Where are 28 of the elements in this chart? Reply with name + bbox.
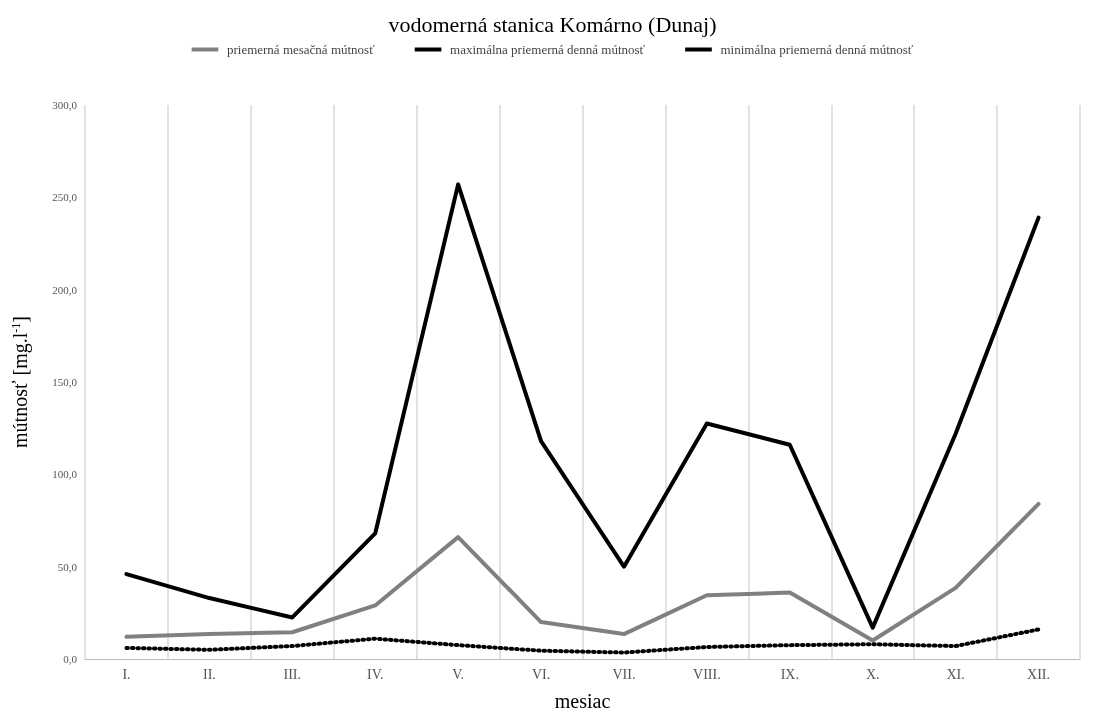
x-tick-label: V. xyxy=(452,666,465,682)
y-tick-label: 0,0 xyxy=(63,653,78,665)
x-tick-label: I. xyxy=(122,666,131,682)
x-tick-label: X. xyxy=(865,666,880,682)
x-tick-label: III. xyxy=(283,666,302,682)
x-tick-label: VII. xyxy=(612,666,636,682)
y-axis-title: mútnosť [mg.l-1] xyxy=(9,316,32,448)
legend-label: maximálna priemerná denná mútnosť xyxy=(450,42,646,57)
y-tick-label: 50,0 xyxy=(57,560,78,573)
y-tick-label: 100,0 xyxy=(52,468,78,481)
line-series xyxy=(124,182,1041,630)
y-tick-label: 200,0 xyxy=(52,283,78,296)
x-tick-label: IV. xyxy=(366,666,384,682)
line-series xyxy=(124,627,1041,655)
y-tick-label: 150,0 xyxy=(52,376,78,388)
x-axis-title: mesiac xyxy=(554,690,611,712)
x-tick-label: XI. xyxy=(946,666,965,682)
line-series xyxy=(124,501,1041,643)
y-tick-label: 250,0 xyxy=(52,191,78,204)
legend-label: priemerná mesačná mútnosť xyxy=(226,42,376,57)
x-tick-label: II. xyxy=(202,666,216,682)
x-tick-label: VI. xyxy=(531,666,551,682)
x-tick-label: XII. xyxy=(1027,666,1051,682)
x-tick-label: VIII. xyxy=(693,666,721,682)
chart-title: vodomerná stanica Komárno (Dunaj) xyxy=(388,11,717,37)
y-tick-label: 300,0 xyxy=(52,99,78,111)
x-tick-label: IX. xyxy=(780,666,799,682)
legend-label: minimálna priemerná denná mútnosť xyxy=(720,42,914,57)
